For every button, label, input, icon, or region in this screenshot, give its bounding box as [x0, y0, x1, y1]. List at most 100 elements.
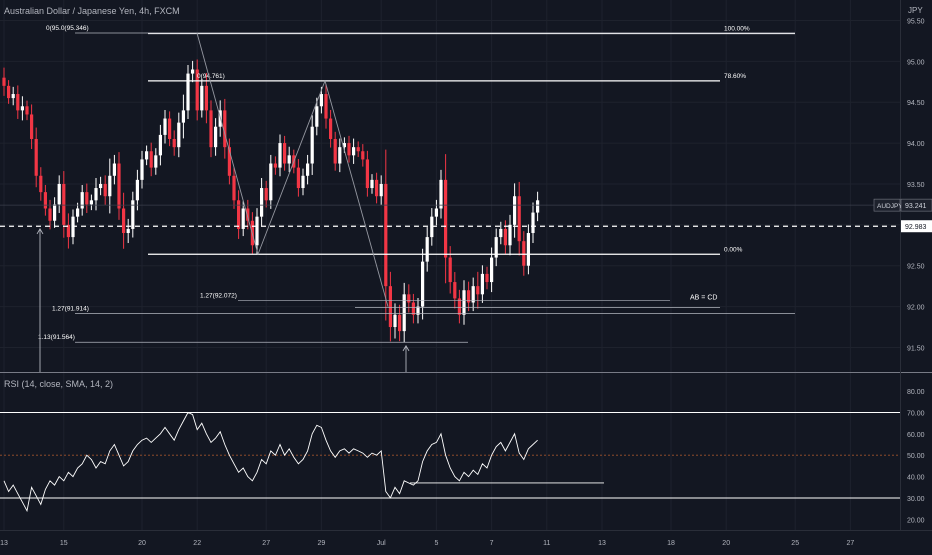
point-label: 1.13(91.564) — [38, 334, 75, 341]
candle-body — [241, 208, 245, 229]
candle-body — [439, 179, 443, 209]
rsi-tick-label: 70.00 — [907, 410, 925, 417]
candle-body — [34, 138, 38, 176]
candle-body — [375, 179, 379, 197]
time-tick-label: 27 — [262, 540, 270, 547]
fib-level-label: 0.00% — [724, 246, 743, 253]
candle-body — [283, 143, 287, 164]
candle-body — [333, 138, 337, 164]
current-price-badge — [901, 220, 932, 233]
rsi-tick-label: 20.00 — [907, 517, 925, 524]
candle-body — [329, 118, 333, 139]
time-tick-label: 7 — [490, 540, 494, 547]
candle-body — [365, 159, 369, 189]
candle-body — [80, 192, 84, 209]
candle-body — [131, 200, 135, 229]
time-tick-label: 11 — [543, 540, 550, 547]
candle-body — [379, 183, 383, 197]
candle-body — [536, 200, 540, 213]
rsi-tick-label: 60.00 — [907, 432, 925, 439]
candle-body — [356, 147, 360, 152]
candle-body — [301, 175, 305, 189]
time-tick-label: 20 — [138, 540, 146, 547]
candle-body — [232, 175, 236, 201]
time-tick-label: 13 — [0, 540, 8, 547]
candle-body — [384, 183, 388, 287]
candle-body — [310, 126, 314, 164]
point-label: 1.27(91.914) — [52, 306, 89, 313]
candle-body — [457, 298, 461, 315]
candle-body — [57, 183, 61, 205]
candle-body — [513, 196, 517, 225]
candle-body — [7, 85, 11, 99]
chart-title: Australian Dollar / Japanese Yen, 4h, FX… — [4, 6, 180, 16]
candle-body — [172, 138, 176, 148]
candle-body — [517, 196, 521, 242]
candle-body — [352, 147, 356, 156]
abcd-label: AB = CD — [690, 294, 717, 301]
candle-body — [255, 216, 259, 246]
price-tick-label: 95.50 — [907, 18, 925, 25]
candle-body — [508, 224, 512, 246]
candle-body — [43, 192, 47, 209]
candle-body — [94, 188, 98, 201]
candle-body — [388, 286, 392, 328]
candle-body — [204, 85, 208, 111]
candle-body — [53, 204, 57, 221]
price-tick-label: 93.50 — [907, 182, 925, 189]
candle-body — [76, 208, 80, 217]
candle-body — [11, 94, 15, 99]
candle-body — [195, 69, 199, 111]
price-tick-label: 95.00 — [907, 59, 925, 66]
candle-body — [398, 314, 402, 332]
candle-body — [361, 151, 365, 160]
candle-body — [278, 143, 282, 168]
candle-body — [453, 282, 457, 299]
candle-body — [338, 147, 342, 164]
candle-body — [324, 94, 328, 119]
last-price-label: 93.241 — [905, 203, 927, 210]
candle-body — [425, 237, 429, 262]
candle-body — [214, 126, 218, 148]
pattern-leg — [257, 80, 326, 255]
time-tick-label: 5 — [434, 540, 438, 547]
candle-body — [126, 228, 130, 234]
time-tick-label: 18 — [667, 540, 675, 547]
candle-body — [112, 163, 116, 176]
candle-body — [62, 183, 66, 225]
candle-body — [315, 106, 319, 127]
candle-body — [499, 228, 503, 238]
candle-body — [158, 134, 162, 156]
candle-body — [296, 167, 300, 189]
candle-body — [186, 73, 190, 111]
rsi-line — [3, 411, 538, 513]
time-tick-label: 27 — [847, 540, 855, 547]
candle-body — [490, 257, 494, 283]
candle-body — [467, 290, 471, 303]
time-tick-label: 29 — [318, 540, 326, 547]
candle-body — [269, 163, 273, 201]
candle-body — [393, 314, 397, 328]
candle-body — [200, 85, 204, 111]
candle-body — [66, 224, 70, 238]
rsi-tick-label: 80.00 — [907, 389, 925, 396]
candle-body — [122, 208, 126, 234]
symbol-badge — [873, 198, 901, 212]
candle-body — [273, 163, 277, 168]
time-tick-label: 20 — [722, 540, 730, 547]
candle-body — [430, 216, 434, 238]
price-tick-label: 92.00 — [907, 305, 925, 312]
candle-body — [237, 200, 241, 229]
time-tick-label: Jul — [377, 540, 386, 547]
candle-body — [177, 122, 181, 148]
time-tick-label: 25 — [791, 540, 799, 547]
candle-body — [181, 110, 185, 123]
point-label: 1.27(92.072) — [200, 293, 237, 300]
candle-body — [485, 273, 489, 283]
candle-body — [71, 216, 75, 238]
candle-body — [503, 228, 507, 246]
point-label: 0(94.761) — [197, 73, 225, 80]
candle-body — [531, 212, 535, 234]
currency-label: JPY — [908, 6, 923, 15]
